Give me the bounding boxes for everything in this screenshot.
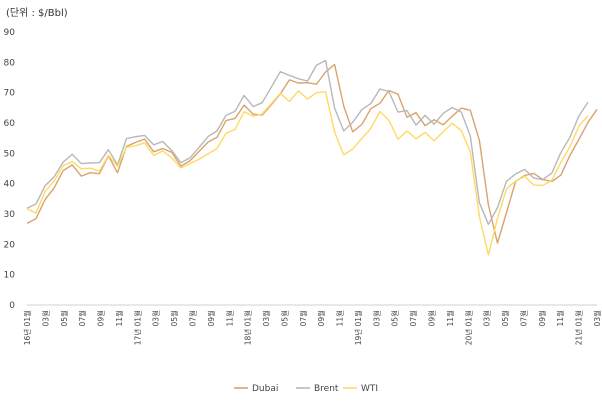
series-layer [26, 59, 598, 256]
x-tick-label: 16년 01월 [22, 310, 32, 345]
x-tick-label: 09월 [206, 310, 216, 327]
x-tick-label: 09월 [537, 310, 547, 327]
x-tick-label: 07월 [77, 310, 87, 327]
x-axis: 16년 01월 03월 05월 07월 09월 11월 17년 01월 03월 05월 07월 09… [22, 310, 602, 345]
x-tick-label: 19년 01월 [353, 310, 363, 345]
x-tick-label: 09월 [96, 310, 106, 327]
x-tick-label: 11월 [224, 310, 234, 327]
x-tick-label: 09월 [427, 310, 437, 327]
x-tick-label: 18년 01월 [243, 310, 253, 345]
legend-label-dubai: Dubai [252, 384, 278, 394]
x-tick-label: 05월 [169, 310, 179, 327]
x-tick-label: 05월 [500, 310, 510, 327]
x-tick-label: 05월 [279, 310, 289, 327]
x-tick-label: 05월 [59, 310, 69, 327]
x-tick-label: 20년 01월 [463, 310, 473, 345]
y-tick-label: 0 [9, 301, 15, 311]
x-tick-label: 03월 [482, 310, 492, 327]
unit-label: (단위 : $/Bbl) [6, 8, 68, 19]
x-tick-label: 21년 01월 [574, 310, 584, 345]
x-tick-label: 05월 [390, 310, 400, 327]
y-tick-label: 50 [4, 149, 16, 159]
series-line-brent [26, 59, 589, 226]
x-tick-label: 11월 [114, 310, 124, 327]
x-tick-label: 17년 01월 [132, 310, 142, 345]
x-tick-label: 07월 [187, 310, 197, 327]
y-tick-label: 40 [4, 180, 16, 190]
x-tick-label: 03월 [40, 310, 50, 327]
x-tick-label: 03월 [371, 310, 381, 327]
y-tick-label: 80 [4, 58, 16, 68]
x-tick-label: 11월 [335, 310, 345, 327]
x-tick-label: 03월 [592, 310, 602, 327]
legend: Dubai Brent WTI [234, 384, 378, 394]
x-tick-label: 03월 [151, 310, 161, 327]
x-tick-label: 11월 [555, 310, 565, 327]
y-tick-label: 20 [4, 240, 16, 250]
y-tick-label: 60 [4, 119, 16, 129]
x-tick-label: 03월 [261, 310, 271, 327]
y-axis: 0 10 20 30 40 50 60 70 80 90 [4, 28, 16, 311]
y-tick-label: 90 [4, 28, 16, 38]
y-tick-label: 10 [4, 271, 16, 281]
legend-label-brent: Brent [314, 384, 339, 394]
series-line-dubai [26, 63, 598, 244]
y-tick-label: 30 [4, 210, 16, 220]
y-tick-label: 70 [4, 89, 16, 99]
x-tick-label: 07월 [518, 310, 528, 327]
series-line-wti [26, 90, 589, 256]
legend-label-wti: WTI [361, 384, 378, 394]
x-tick-label: 07월 [408, 310, 418, 327]
x-tick-label: 11월 [445, 310, 455, 327]
x-tick-label: 07월 [298, 310, 308, 327]
x-tick-label: 09월 [316, 310, 326, 327]
